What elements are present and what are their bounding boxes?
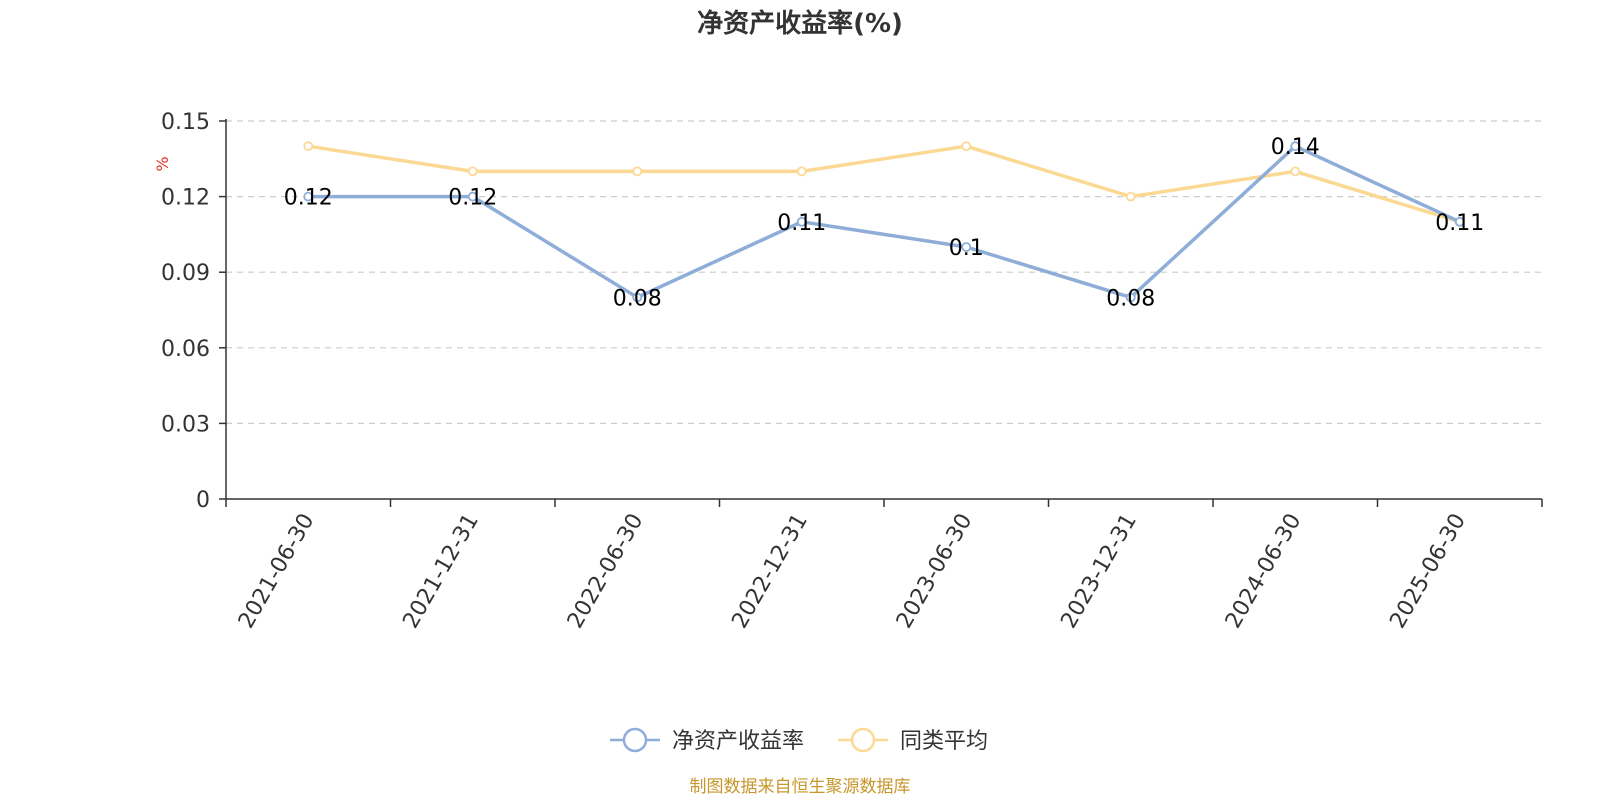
data-point xyxy=(961,242,972,252)
data-labels: 0.12 0.12 0.08 0.11 0.1 0.08 0.14 0.11 xyxy=(284,135,1484,311)
chart-title: 净资产收益率(%) xyxy=(697,8,903,39)
data-label: 0.11 xyxy=(777,211,826,236)
data-point xyxy=(1290,166,1301,177)
x-tick-label: 2021-06-30 xyxy=(234,510,320,633)
legend-item-1: 同类平均 xyxy=(838,727,988,754)
x-tick-label: 2024-06-30 xyxy=(1221,510,1307,633)
series-0 xyxy=(303,141,1465,303)
data-label: 0.11 xyxy=(1435,211,1484,236)
data-point xyxy=(467,191,478,202)
y-tick-label: 0.06 xyxy=(161,337,210,362)
data-label: 0.08 xyxy=(1106,286,1155,311)
data-point xyxy=(796,216,807,227)
data-label: 0.12 xyxy=(448,186,497,211)
y-tick-label: 0.03 xyxy=(161,412,210,437)
x-tick-label: 2021-12-31 xyxy=(398,510,484,633)
y-tick-label: 0.15 xyxy=(161,110,210,135)
series-lines xyxy=(303,141,1465,303)
legend-item-0: 净资产收益率 xyxy=(610,727,804,754)
series-1 xyxy=(303,141,1465,227)
y-tick-label: 0.12 xyxy=(161,186,210,211)
data-point xyxy=(303,191,314,202)
x-tick-label: 2023-06-30 xyxy=(892,510,978,633)
data-point xyxy=(1290,141,1301,152)
grid-lines xyxy=(226,120,1542,424)
data-point xyxy=(961,141,972,152)
y-tick-label: 0 xyxy=(196,488,210,513)
data-point xyxy=(303,141,314,152)
data-label: 0.14 xyxy=(1271,135,1320,160)
series-line-1 xyxy=(307,144,1461,224)
legend-label: 同类平均 xyxy=(900,729,988,754)
legend-label: 净资产收益率 xyxy=(672,729,804,754)
x-tick-label: 2022-06-30 xyxy=(563,510,649,633)
x-tick-label: 2022-12-31 xyxy=(727,510,813,633)
data-point xyxy=(467,166,478,177)
data-label: 0.08 xyxy=(613,286,662,311)
series-line-0 xyxy=(308,144,1461,300)
x-tick-label: 2025-06-30 xyxy=(1385,510,1471,633)
data-label: 0.12 xyxy=(284,186,333,211)
data-point xyxy=(1125,292,1136,303)
data-point xyxy=(632,166,643,177)
legend-marker xyxy=(850,727,876,753)
data-point xyxy=(796,166,807,177)
axes: 0 0.03 0.06 0.09 0.12 0.15 2021-06-30 2021-12-3… xyxy=(161,110,1543,633)
data-label: 0.1 xyxy=(949,236,984,261)
y-axis-unit-label: % xyxy=(153,156,172,171)
legend: 净资产收益率 同类平均 xyxy=(610,727,988,754)
data-point xyxy=(632,292,643,303)
data-point xyxy=(1125,191,1136,202)
data-source-note: 制图数据来自恒生聚源数据库 xyxy=(690,777,911,797)
legend-marker xyxy=(622,727,648,753)
data-point xyxy=(1454,216,1465,227)
y-tick-label: 0.09 xyxy=(161,261,210,286)
x-tick-label: 2023-12-31 xyxy=(1056,510,1142,633)
